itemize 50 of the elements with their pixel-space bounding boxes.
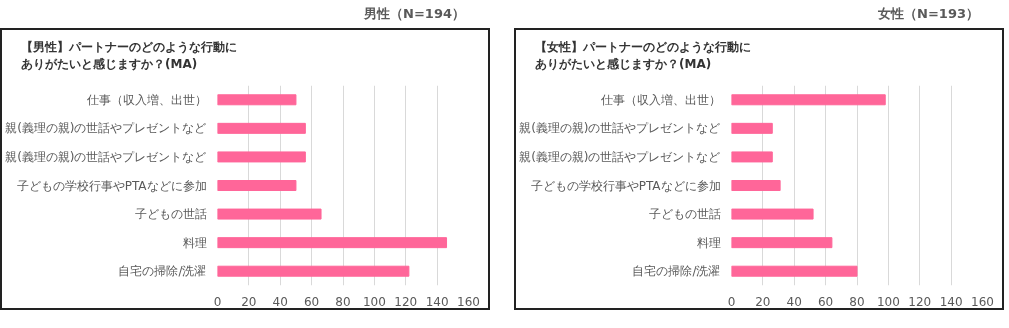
y-tick-label: 子どもの世話 [648, 207, 721, 222]
chart-subtitle: 女性（N=193） [878, 5, 979, 23]
chart-title: 【女性】パートナーのどのような行動にありがたいと感じますか？(MA) [535, 39, 752, 73]
x-tick-label: 0 [213, 294, 222, 309]
bar [731, 94, 886, 106]
bar [731, 208, 814, 220]
x-tick-label: 160 [457, 294, 480, 309]
bar [217, 94, 297, 106]
y-tick-label: 自宅の掃除/洗濯 [118, 264, 207, 279]
bar [217, 122, 306, 134]
chart-subtitle: 男性（N=194） [364, 5, 465, 23]
bar [731, 151, 773, 163]
y-tick-label: 親(義理の親)の世話やプレゼントなど [5, 149, 207, 164]
x-tick-label: 80 [335, 294, 351, 309]
y-tick-label: 自宅の掃除/洗濯 [632, 264, 721, 279]
bar [217, 237, 448, 249]
chart-title: 【男性】パートナーのどのような行動にありがたいと感じますか？(MA) [21, 39, 238, 73]
bar [731, 237, 833, 249]
x-tick-label: 0 [727, 294, 736, 309]
x-tick-label: 80 [849, 294, 865, 309]
x-tick-label: 60 [817, 294, 834, 309]
x-tick-label: 120 [908, 294, 932, 309]
bar [217, 180, 297, 191]
y-tick-label: 親(義理の親)の世話やプレゼントなど [519, 149, 721, 164]
y-tick-label: 子どもの学校行事やPTAなどに参加 [16, 178, 207, 193]
x-tick-label: 40 [786, 294, 802, 309]
y-tick-label: 子どもの世話 [134, 207, 207, 222]
y-tick-label: 親(義理の親)の世話やプレゼントなど [519, 121, 721, 136]
x-tick-label: 20 [241, 294, 257, 309]
y-tick-label: 仕事（収入増、出世） [85, 92, 207, 107]
x-tick-label: 20 [755, 294, 771, 309]
bar [217, 265, 410, 277]
x-tick-label: 100 [362, 294, 386, 309]
y-tick-label: 料理 [182, 235, 207, 250]
x-tick-label: 160 [971, 294, 994, 309]
x-tick-label: 140 [425, 294, 449, 309]
x-tick-label: 100 [876, 294, 900, 309]
bar [731, 180, 781, 191]
y-tick-label: 親(義理の親)の世話やプレゼントなど [5, 121, 207, 136]
y-tick-label: 料理 [696, 235, 721, 250]
x-tick-label: 140 [939, 294, 963, 309]
y-tick-label: 仕事（収入増、出世） [599, 92, 721, 107]
x-tick-label: 40 [272, 294, 288, 309]
bar [217, 151, 306, 163]
x-tick-label: 60 [303, 294, 320, 309]
bar [731, 122, 773, 134]
bar [217, 208, 322, 220]
y-tick-label: 子どもの学校行事やPTAなどに参加 [530, 178, 721, 193]
bar [731, 265, 858, 277]
x-tick-label: 120 [394, 294, 418, 309]
